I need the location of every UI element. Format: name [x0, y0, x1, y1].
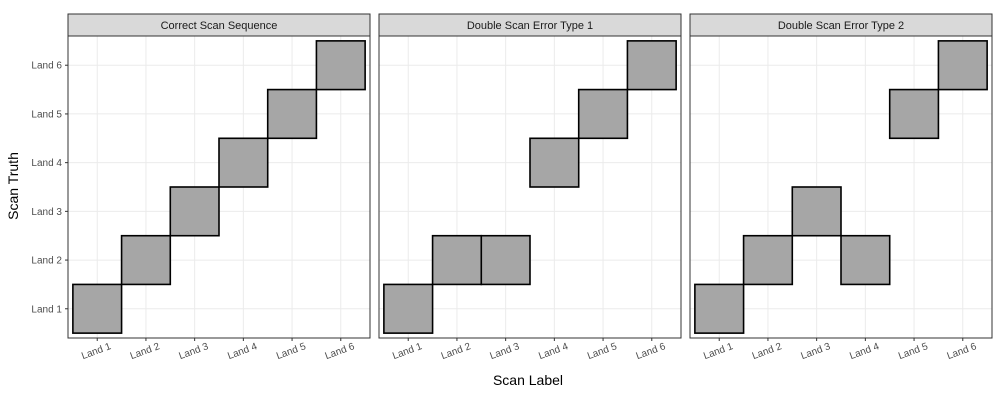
- x-tick-label: Land 5: [586, 341, 619, 362]
- tile: [72, 283, 123, 334]
- facet-strip: [378, 13, 682, 37]
- x-tick-label: Land 6: [635, 341, 668, 362]
- tile: [577, 88, 629, 140]
- x-tick-label: Land 2: [751, 341, 784, 362]
- y-tick-label: Land 6: [31, 61, 62, 72]
- y-axis-title: Scan Truth: [5, 152, 21, 220]
- tile: [529, 137, 580, 188]
- x-tick-label: Land 3: [178, 341, 211, 362]
- facet-strip-title: Double Scan Error Type 2: [778, 20, 904, 32]
- panel-3: Double Scan Error Type 2 Land 1 Land 2 Land…: [689, 13, 993, 362]
- tile: [169, 186, 220, 237]
- tile: [315, 40, 366, 91]
- tile: [266, 88, 318, 140]
- x-tick-label: Land 3: [800, 341, 833, 362]
- tile: [937, 40, 988, 91]
- tile: [626, 40, 677, 91]
- facet-strip-title: Correct Scan Sequence: [161, 20, 278, 32]
- tile: [742, 234, 794, 286]
- y-tick-label: Land 5: [31, 109, 62, 120]
- tile: [120, 234, 172, 286]
- panel-2: Double Scan Error Type 1 Land 1 Land 2 Land…: [378, 13, 682, 362]
- facet-strip-title: Double Scan Error Type 1: [467, 20, 593, 32]
- facet-strip: [689, 13, 993, 37]
- x-tick-label: Land 6: [946, 341, 979, 362]
- x-tick-label: Land 1: [80, 341, 113, 362]
- tile: [480, 234, 531, 286]
- tile: [431, 234, 483, 286]
- x-tick-label: Land 5: [897, 341, 930, 362]
- x-tick-label: Land 2: [440, 341, 473, 362]
- tile: [840, 234, 891, 286]
- panel-1: Correct Scan Sequence Land 1 Land 2 Land 3 L…: [31, 13, 371, 362]
- tile: [888, 88, 940, 140]
- tile: [218, 137, 269, 188]
- facet-strip: [67, 13, 371, 37]
- x-tick-label: Land 1: [702, 341, 735, 362]
- x-tick-label: Land 1: [391, 341, 424, 362]
- panels-group: Correct Scan Sequence Land 1 Land 2 Land 3 L…: [31, 13, 993, 362]
- x-axis-title: Scan Label: [493, 372, 563, 388]
- x-tick-label: Land 4: [848, 341, 881, 362]
- x-tick-label: Land 5: [275, 341, 308, 362]
- x-tick-label: Land 2: [129, 341, 162, 362]
- x-tick-label: Land 4: [537, 341, 570, 362]
- y-tick-label: Land 2: [31, 256, 62, 267]
- tile: [791, 186, 842, 237]
- y-tick-label: Land 3: [31, 207, 62, 218]
- tile: [694, 283, 745, 334]
- y-tick-label: Land 4: [31, 158, 62, 169]
- tile: [383, 283, 434, 334]
- x-tick-label: Land 6: [324, 341, 357, 362]
- x-tick-label: Land 4: [226, 341, 259, 362]
- y-tick-label: Land 1: [31, 304, 62, 315]
- x-tick-label: Land 3: [489, 341, 522, 362]
